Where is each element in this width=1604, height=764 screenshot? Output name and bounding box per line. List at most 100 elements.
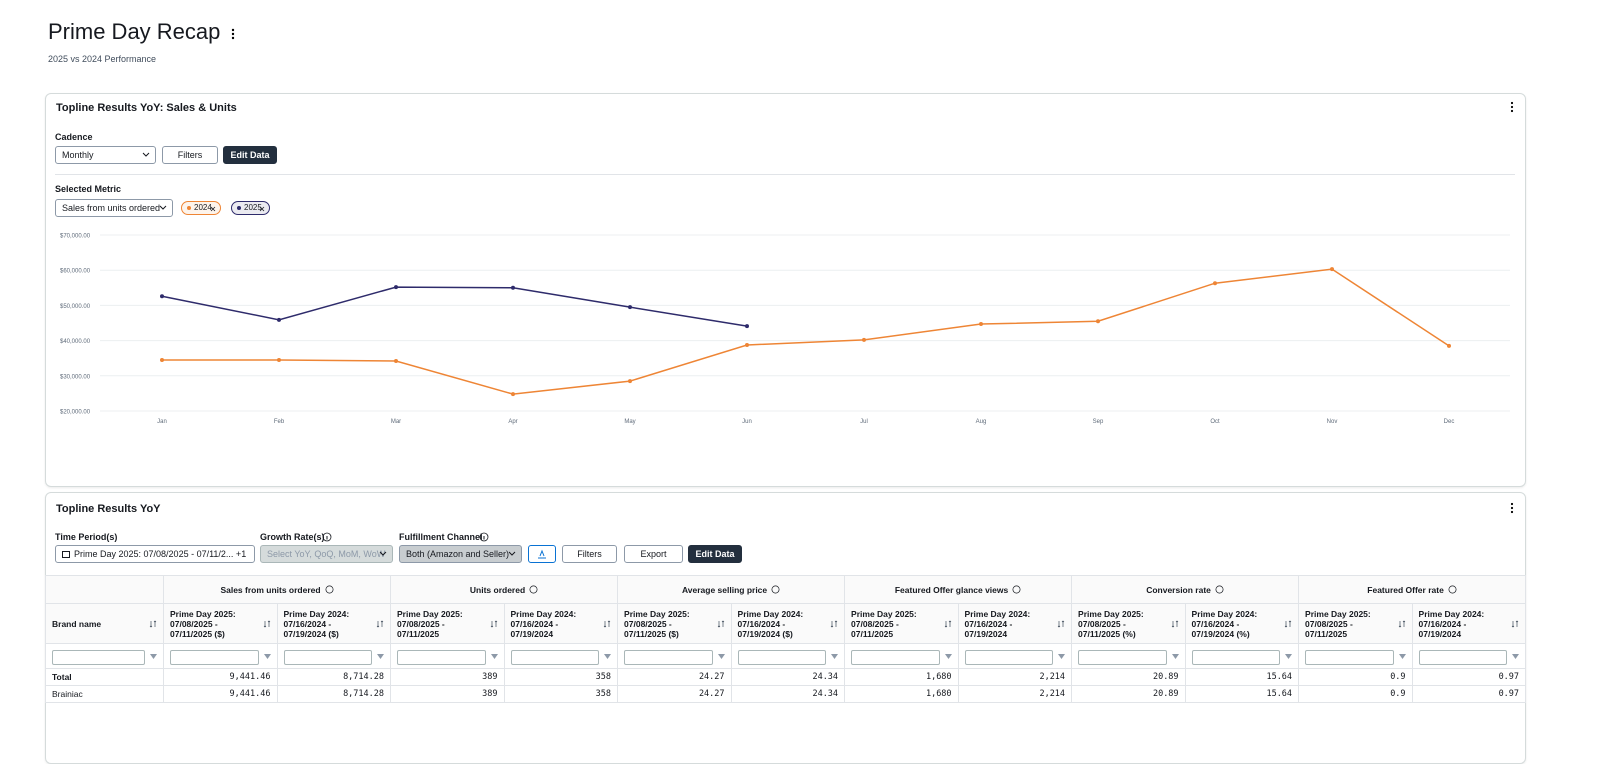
page-menu[interactable]: [230, 28, 236, 40]
filter-input[interactable]: [283, 650, 373, 665]
edit-data-button[interactable]: Edit Data: [688, 545, 742, 563]
button-label: Edit Data: [230, 150, 270, 160]
filter-input[interactable]: [510, 650, 600, 665]
legend-dot: [237, 206, 241, 210]
sort-glyph: [376, 620, 384, 628]
column-name: Prime Day 2024: 07/16/2024 - 07/19/2024 …: [737, 608, 804, 639]
x-tick-label: Jul: [860, 419, 868, 425]
filter-cell: [163, 643, 278, 669]
channel-select[interactable]: Both (Amazon and Seller): [399, 545, 522, 563]
info-icon: [479, 532, 489, 542]
filters-button[interactable]: Filters: [562, 545, 617, 563]
chevron: [379, 551, 387, 556]
sort-glyph: [1284, 620, 1292, 628]
edit-data-button[interactable]: Edit Data: [223, 146, 277, 164]
sort-icon[interactable]: [1057, 620, 1065, 628]
info-icon: [325, 585, 334, 593]
data-row: Total 9,441.46 8,714.28 389 358 24.27 24.34 1,6…: [45, 668, 1527, 686]
data-cell: 389: [390, 668, 505, 686]
group-header: Average selling price: [617, 575, 846, 604]
data-cell: 0.9: [1298, 685, 1413, 703]
sort-icon[interactable]: [149, 620, 157, 628]
export-button[interactable]: Export: [624, 545, 683, 563]
chart-toggle-button[interactable]: [528, 545, 556, 563]
column-name: Prime Day 2025: 07/08/2025 - 07/11/2025: [397, 608, 463, 639]
filter-input[interactable]: [624, 650, 713, 665]
sort-icon[interactable]: [830, 620, 838, 628]
data-row: Brainiac 9,441.46 8,714.28 389 358 24.27 24.34…: [45, 685, 1527, 703]
data-cell: 9,441.46: [163, 668, 278, 686]
filter-glyph: [717, 654, 725, 659]
remove-icon[interactable]: [210, 206, 216, 212]
filter-cell: [617, 643, 732, 669]
filter-input[interactable]: [397, 650, 486, 665]
data-point: [1213, 281, 1217, 286]
results-table: Sales from units ordered Units ordered Ave…: [45, 575, 1527, 703]
sort-glyph: [1398, 620, 1405, 628]
legend-label: 2024: [194, 203, 212, 212]
legend-label: 2025: [244, 203, 262, 212]
sort-glyph: [830, 620, 838, 628]
filter-input[interactable]: [1305, 650, 1394, 665]
sort-icon[interactable]: [490, 620, 498, 628]
filter-input[interactable]: [52, 650, 145, 665]
data-cell: 24.27: [617, 668, 732, 686]
select-value: Prime Day 2025: 07/08/2025 - 07/11/2... …: [74, 549, 247, 559]
x-tick-label: Oct: [1210, 419, 1220, 425]
sort-icon[interactable]: [1511, 620, 1519, 628]
time-select[interactable]: Prime Day 2025: 07/08/2025 - 07/11/2... …: [55, 545, 255, 563]
filter-input[interactable]: [851, 650, 940, 665]
filter-row: [45, 643, 1527, 669]
growth-select[interactable]: Select YoY, QoQ, MoM, WoW: [260, 545, 393, 563]
button-label: Edit Data: [695, 549, 735, 559]
y-tick-label: $50,000.00: [60, 304, 91, 310]
filter-input[interactable]: [964, 650, 1054, 665]
sort-icon[interactable]: [376, 620, 384, 628]
filter-input[interactable]: [1418, 650, 1508, 665]
sort-glyph: [1511, 620, 1519, 628]
column-name: Prime Day 2024: 07/16/2024 - 07/19/2024 …: [283, 608, 350, 639]
sort-icon[interactable]: [944, 620, 952, 628]
column-header: Prime Day 2025: 07/08/2025 - 07/11/2025: [1298, 603, 1413, 644]
sort-icon[interactable]: [1398, 620, 1406, 628]
filter-glyph: [377, 654, 385, 659]
info-circle: [325, 585, 334, 593]
filter-input[interactable]: [737, 650, 827, 665]
data-cell: 15.64: [1184, 685, 1300, 703]
column-header: Prime Day 2025: 07/08/2025 - 07/11/2025: [844, 603, 959, 644]
metric-select[interactable]: Sales from units ordered: [55, 199, 173, 217]
data-cell: 8,714.28: [276, 685, 392, 703]
filter-glyph: [1398, 654, 1406, 659]
data-point: [277, 317, 281, 322]
sort-icon[interactable]: [717, 620, 725, 628]
sort-icon[interactable]: [603, 620, 611, 628]
filter-input[interactable]: [1078, 650, 1167, 665]
sort-icon[interactable]: [1171, 620, 1179, 628]
data-point: [628, 305, 632, 310]
series-line: [162, 268, 1450, 395]
filter-input[interactable]: [170, 650, 259, 665]
data-point: [277, 357, 281, 362]
brand-header: Brand name: [52, 618, 102, 629]
remove-glyph: [259, 206, 265, 211]
info-circle: [771, 585, 780, 593]
data-cell: 1,680: [844, 668, 959, 686]
sort-glyph: [603, 620, 611, 628]
filter-icon: [1398, 654, 1406, 659]
card-menu[interactable]: [1509, 101, 1515, 113]
cadence-select[interactable]: Monthly: [55, 146, 156, 164]
sort-icon[interactable]: [263, 620, 271, 628]
filter-icon: [944, 654, 952, 659]
column-name: Prime Day 2024: 07/16/2024 - 07/19/2024: [1418, 608, 1485, 639]
sort-icon[interactable]: [1284, 620, 1292, 628]
card-menu[interactable]: [1509, 502, 1515, 514]
chart: $20,000.00 $30,000.00 $40,000.00 $50,000.00…: [60, 234, 1510, 425]
data-cell: 24.34: [730, 668, 846, 686]
filter-input[interactable]: [1191, 650, 1281, 665]
filter-cell: [730, 643, 846, 669]
data-cell: 389: [390, 685, 505, 703]
filters-button[interactable]: Filters: [162, 146, 218, 164]
growth-label: Growth Rate(s): [260, 532, 325, 542]
filter-cell: [844, 643, 959, 669]
remove-icon[interactable]: [259, 206, 265, 212]
